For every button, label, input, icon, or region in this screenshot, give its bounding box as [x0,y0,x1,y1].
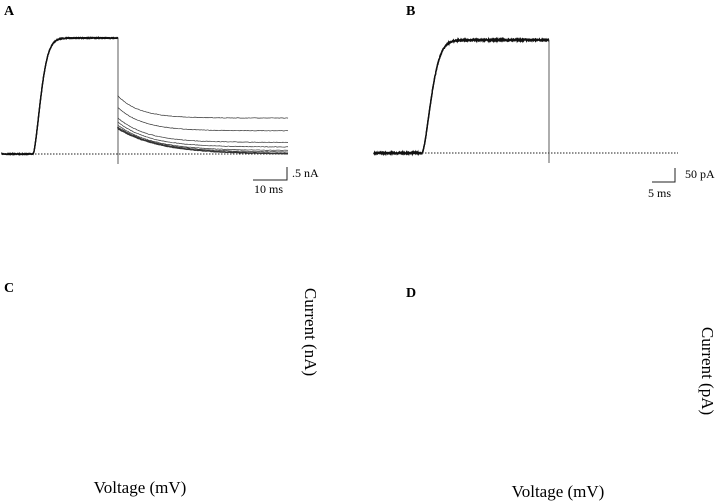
panel-b-scale-time: 5 ms [648,186,671,200]
panel-a-scale-current: .5 nA [292,166,319,180]
panel-b-traces [374,39,549,163]
panel-a-activation-sweep [2,37,118,154]
undefined-activation-sweep [374,39,549,154]
panel-c-label: C [4,281,14,296]
panel-c: C Current (nA) Voltage (mV) [4,281,320,497]
panel-a-activation-sweep [2,37,118,154]
panel-a-label: A [4,4,15,19]
panel-a-scale-bar [253,167,287,180]
panel-a-tail-sweep [118,122,288,147]
panel-a-scale-time: 10 ms [254,182,283,196]
panel-d: D Current (pA) Voltage (mV) [406,286,717,501]
figure-canvas: A .5 nA 10 ms B 50 pA 5 ms C Current (nA… [0,0,720,503]
panel-a: A .5 nA 10 ms [2,4,319,196]
panel-a-tail-sweep [118,96,288,118]
undefined-activation-sweep [374,39,549,154]
panel-b-label: B [406,4,415,19]
panel-b-scale-current: 50 pA [685,167,715,181]
panel-b: B 50 pA 5 ms [374,4,715,200]
panel-c-x-title: Voltage (mV) [94,478,187,497]
panel-d-y-title: Current (pA) [698,327,717,415]
panel-a-traces [2,37,288,164]
panel-d-label: D [406,286,416,301]
panel-c-y-title: Current (nA) [301,288,320,376]
panel-b-scale-bar [652,168,675,182]
undefined-activation-sweep [374,39,549,154]
panel-d-x-title: Voltage (mV) [512,482,605,501]
panel-a-activation-sweep [2,37,118,154]
